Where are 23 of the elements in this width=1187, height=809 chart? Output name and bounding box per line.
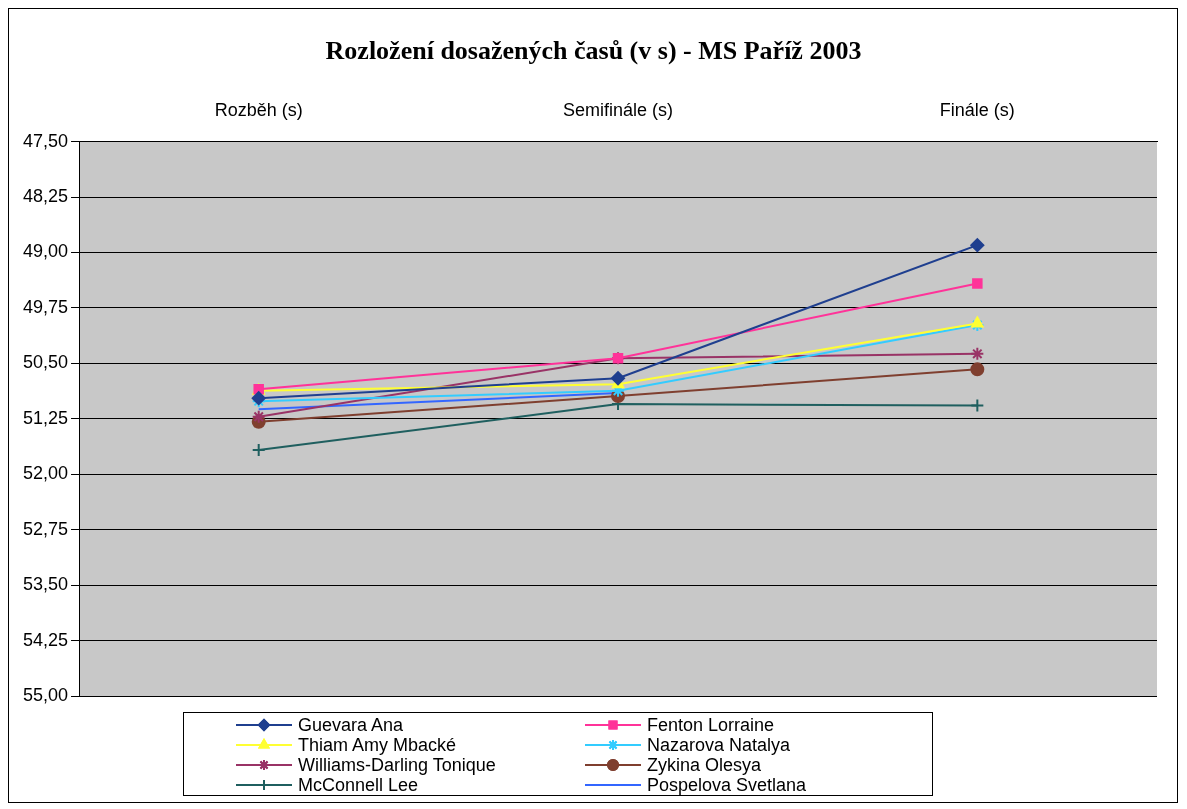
x-tick-label: Finále (s) <box>939 99 1015 120</box>
y-tick-label: 53,50 <box>23 574 69 595</box>
y-tick-label: 47,50 <box>23 130 69 151</box>
y-tick-label: 52,75 <box>23 518 69 539</box>
y-tick-label: 49,00 <box>23 241 69 262</box>
legend-label: Zykina Olesya <box>647 754 762 775</box>
legend-label: Nazarova Natalya <box>647 734 791 755</box>
legend-label: McConnell Lee <box>298 774 419 795</box>
x-tick-label: Semifinále (s) <box>563 99 674 120</box>
x-tick-label: Rozběh (s) <box>214 99 303 120</box>
y-tick-label: 51,25 <box>23 407 69 428</box>
y-tick-label: 50,50 <box>23 352 69 373</box>
legend-label: Pospelova Svetlana <box>647 774 807 795</box>
y-tick-label: 52,00 <box>23 463 69 484</box>
y-tick-label: 49,75 <box>23 296 69 317</box>
y-tick-label: 48,25 <box>23 186 69 207</box>
legend-label: Fenton Lorraine <box>647 714 775 735</box>
legend-label: Williams-Darling Tonique <box>298 754 496 775</box>
chart-title: Rozložení dosažených časů (v s) - MS Paříž 2003 <box>324 36 863 66</box>
legend-label: Thiam Amy Mbacké <box>298 734 457 755</box>
legend-label: Guevara Ana <box>298 714 404 735</box>
y-tick-label: 55,00 <box>23 685 69 706</box>
y-tick-label: 54,25 <box>23 629 69 650</box>
